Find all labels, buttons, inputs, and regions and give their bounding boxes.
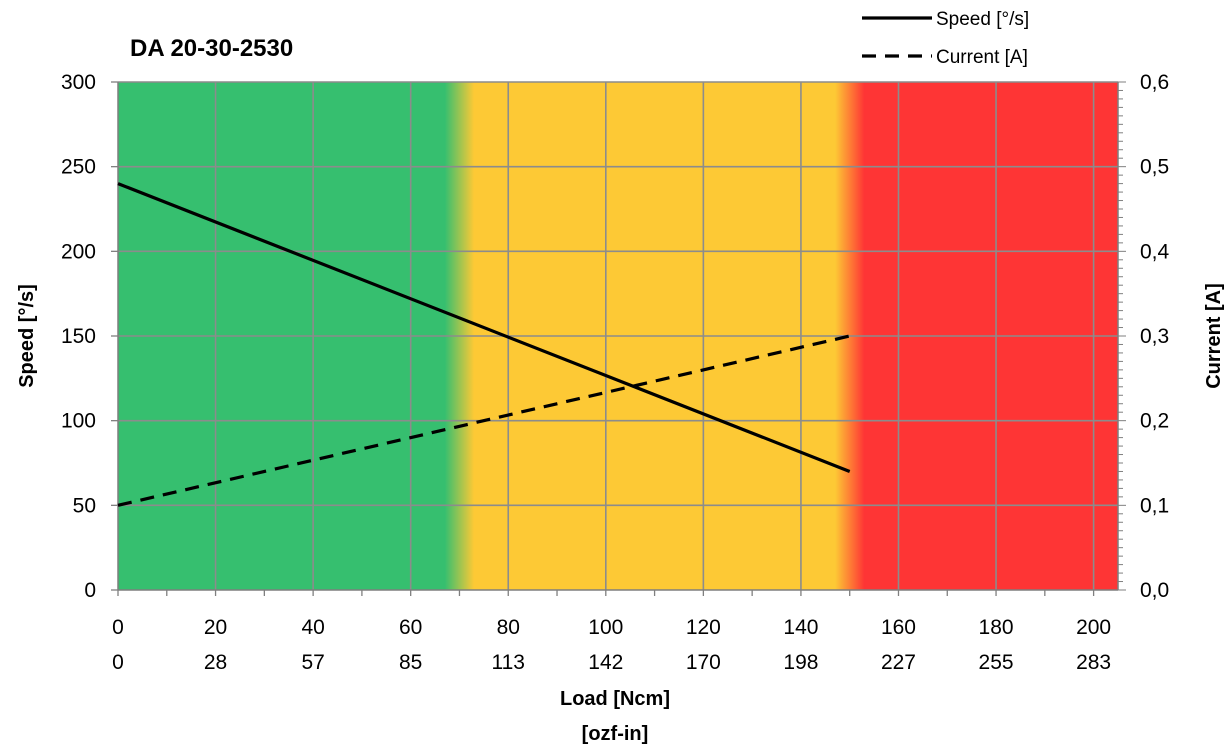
x-secondary-tick-label: 0: [112, 651, 124, 674]
series-line-speed: [117, 182, 851, 473]
y2-tick-label: 0,1: [1140, 494, 1169, 517]
x-axis-title: Load [Ncm]: [560, 688, 670, 710]
y-tick-label: 50: [73, 494, 96, 517]
y-tick-label: 100: [61, 410, 96, 433]
y-tick-label: 0: [84, 579, 96, 602]
x-secondary-tick-label: 85: [399, 651, 422, 674]
x-tick-label: 140: [783, 616, 818, 639]
chart-title: DA 20-30-2530: [130, 35, 293, 62]
legend-label-speed: Speed [°/s]: [936, 9, 1029, 30]
x-tick-label: 200: [1076, 616, 1111, 639]
tick-labels: 0020284057608580113100142120170140198160…: [61, 71, 1170, 674]
x-tick-label: 100: [588, 616, 623, 639]
y-tick-label: 150: [61, 325, 96, 348]
y2-tick-label: 0,5: [1140, 156, 1169, 179]
x-secondary-tick-label: 198: [783, 651, 818, 674]
y-tick-label: 250: [61, 156, 96, 179]
y2-tick-label: 0,4: [1140, 240, 1170, 263]
x-tick-label: 60: [399, 616, 422, 639]
x-secondary-tick-label: 113: [492, 651, 525, 674]
series-line-current: [117, 334, 851, 507]
x-tick-label: 80: [497, 616, 520, 639]
y-tick-label: 200: [61, 240, 96, 263]
x-secondary-tick-label: 170: [686, 651, 721, 674]
x-secondary-tick-label: 255: [979, 651, 1014, 674]
x-secondary-tick-label: 283: [1076, 651, 1111, 674]
y2-tick-label: 0,3: [1140, 325, 1169, 348]
x-tick-label: 160: [881, 616, 916, 639]
y2-tick-label: 0,6: [1140, 71, 1169, 94]
x-secondary-tick-label: 227: [881, 651, 916, 674]
series-layer: [117, 182, 851, 507]
x-axis-secondary-title: [ozf-in]: [582, 723, 649, 745]
x-tick-label: 20: [204, 616, 227, 639]
x-secondary-tick-label: 142: [588, 651, 623, 674]
y2-tick-label: 0,2: [1140, 410, 1169, 433]
x-tick-label: 0: [112, 616, 124, 639]
y-axis-title: Speed [°/s]: [16, 284, 38, 388]
x-tick-label: 180: [979, 616, 1014, 639]
legend-label-current: Current [A]: [936, 47, 1028, 68]
axes: [111, 81, 1126, 596]
x-secondary-tick-label: 28: [204, 651, 227, 674]
y2-tick-label: 0,0: [1140, 579, 1169, 602]
x-tick-label: 120: [686, 616, 721, 639]
x-tick-label: 40: [301, 616, 324, 639]
gridlines: [118, 81, 1118, 590]
y2-axis-title: Current [A]: [1203, 283, 1225, 389]
y-tick-label: 300: [61, 71, 96, 94]
x-secondary-tick-label: 57: [301, 651, 324, 674]
legend: Speed [°/s] Current [A]: [862, 9, 1029, 68]
